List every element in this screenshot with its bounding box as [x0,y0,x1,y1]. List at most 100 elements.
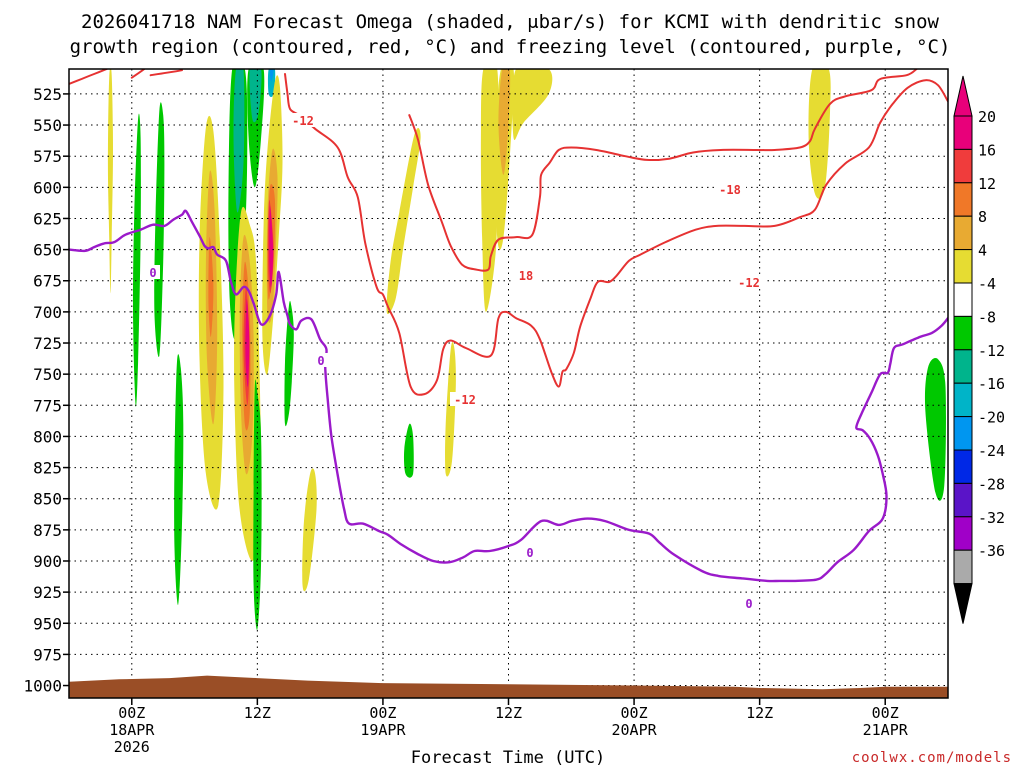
colorbar-legend: 20 16 12 8 4 -4 -8 -12 -16 -20 -24 -28 -32 -36 [953,75,1005,624]
contour-minus12-upper [69,69,108,85]
omega-region-2 [154,102,165,357]
label-18: 18 [519,269,533,283]
colorbar-label-10: -24 [978,442,1005,460]
omega-region-33 [808,69,831,199]
y-tick-label-775: 775 [33,396,62,415]
y-tick-label-650: 650 [33,241,62,260]
colorbar-bin-6 [953,315,973,351]
omega-region-17 [245,299,250,387]
x-tick-label-40: 00Z [621,704,648,722]
chart-title-line2: growth region (contoured, red, °C) and f… [70,36,951,58]
colorbar-label-0: 20 [978,108,996,126]
grid-lines [69,69,948,698]
label-minus12-right: -12 [738,276,760,290]
contour-minus18 [408,69,918,272]
y-tick-label-900: 900 [33,552,62,571]
chart-title-line1: 2026041718 NAM Forecast Omega (shaded, μ… [81,11,939,33]
omega-region-0 [107,69,113,294]
omega-region-26 [386,128,421,315]
y-tick-label-750: 750 [33,365,62,384]
colorbar-bin-5 [953,282,973,317]
colorbar-bin-12 [953,516,973,551]
omega-region-10 [249,69,262,123]
y-tick-label-825: 825 [33,459,62,478]
label-freezing-0-left: 0 [149,266,156,280]
colorbar-label-12: -32 [978,509,1005,527]
colorbar-bin-9 [953,416,973,451]
x-tick-label-60: 00Z [872,704,899,722]
omega-region-24 [284,300,294,427]
colorbar-bin-1 [953,148,973,184]
y-tick-label-550: 550 [33,116,62,135]
colorbar-bin-7 [953,349,973,384]
y-tick-label-800: 800 [33,427,62,446]
y-tick-label-625: 625 [33,209,62,228]
omega-region-32 [512,69,553,140]
omega-region-23 [269,205,274,288]
x-year-label-0: 2026 [114,738,150,756]
omega-region-3 [174,354,184,605]
y-tick-label-675: 675 [33,272,62,291]
y-tick-label-925: 925 [33,583,62,602]
y-tick-label-975: 975 [33,645,62,664]
omega-region-29 [480,69,499,312]
colorbar-label-6: -8 [978,308,996,326]
colorbar-bin-3 [953,215,973,251]
y-axis: 525 550 575 600 625 650 675 700 725 750 775 800 825 8… [23,85,69,696]
colorbar-label-1: 16 [978,141,996,159]
x-tick-label-20: 00Z [369,704,396,722]
omega-region-34 [924,358,946,501]
colorbar-label-4: 4 [978,242,987,260]
label-minus18: -18 [719,183,741,197]
x-date-label-60: 21APR [863,721,909,739]
colorbar-label-5: -4 [978,275,996,293]
omega-region-12 [269,69,274,82]
x-tick-label-30: 12Z [495,704,522,722]
colorbar-bin-13 [953,549,973,585]
y-tick-label-575: 575 [33,147,62,166]
y-tick-label-725: 725 [33,334,62,353]
colorbar-label-7: -12 [978,342,1005,360]
colorbar-bin-8 [953,382,973,418]
contour-lines [69,69,948,583]
y-tick-label-700: 700 [33,303,62,322]
omega-region-27 [445,342,456,477]
colorbar-label-9: -20 [978,409,1005,427]
omega-region-31 [498,69,511,175]
omega-region-8 [233,69,245,213]
contour-freezing-level [69,209,948,583]
x-tick-label-10: 12Z [244,704,271,722]
colorbar-bin-4 [953,249,973,284]
x-tick-label-0: 00Z [118,704,145,722]
y-tick-label-600: 600 [33,178,62,197]
y-tick-label-950: 950 [33,614,62,633]
colorbar-label-8: -16 [978,375,1005,393]
label-freezing-0-mid2: 0 [526,546,533,560]
x-date-label-40: 20APR [611,721,657,739]
colorbar-label-11: -28 [978,475,1005,493]
colorbar-bin-11 [953,482,973,518]
label-freezing-0-right: 0 [745,597,752,611]
x-date-label-20: 19APR [360,721,406,739]
colorbar-label-2: 12 [978,175,996,193]
colorbar-label-3: 8 [978,208,987,226]
colorbar-label-13: -36 [978,542,1005,560]
y-tick-label-850: 850 [33,490,62,509]
label-minus12-top: -12 [292,114,314,128]
colorbar-bottom-arrow [953,583,973,624]
colorbar-bin-10 [953,449,973,484]
omega-region-28 [403,423,414,478]
credit-text: coolwx.com/models [852,750,1012,766]
contour-labels: -12 -12 -12 -18 18 0 0 0 0 [146,113,765,611]
contour-minus12-b [149,69,183,77]
y-tick-label-525: 525 [33,85,62,104]
y-tick-label-875: 875 [33,521,62,540]
label-freezing-0-mid1: 0 [317,354,324,368]
colorbar-top-arrow [953,75,973,117]
contour-minus12-main [284,73,948,396]
x-axis-title: Forecast Time (UTC) [411,748,605,768]
colorbar-bin-2 [953,182,973,217]
label-minus12-mid: -12 [454,393,476,407]
